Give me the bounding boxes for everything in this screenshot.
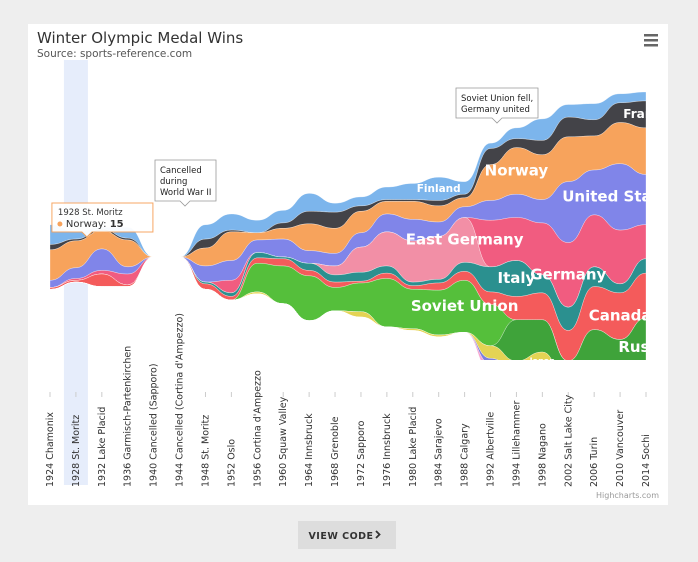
annotation-text: during — [160, 177, 187, 187]
tooltip-number: 15 — [110, 219, 124, 230]
x-tick-label: 1968 Grenoble — [330, 416, 341, 487]
series-label: Italy — [498, 269, 536, 287]
series-label: Japan — [529, 357, 556, 366]
x-tick-label: 1984 Sarajevo — [434, 418, 445, 487]
stream — [49, 256, 485, 360]
tooltip-series: Norway — [66, 219, 104, 230]
series-label: Soviet Union — [411, 297, 519, 315]
annotation-box — [154, 159, 217, 207]
annotation-text: World War II — [160, 188, 211, 198]
chart-title: Winter Olympic Medal Wins — [37, 29, 243, 47]
annotation-text: Cancelled — [160, 166, 202, 176]
x-tick-label: 1980 Lake Placid — [408, 407, 419, 487]
tooltip-value: Norway: 15 — [66, 219, 124, 230]
series-label: Finland — [417, 183, 461, 195]
x-tick-label: 1952 Oslo — [226, 439, 237, 487]
x-tick-label: 1976 Innsbruck — [382, 413, 393, 487]
x-tick-label: 2014 Sochi — [641, 434, 652, 487]
plot-area: Finland France Norway United States Germany E… — [49, 91, 678, 366]
tooltip-category: 1928 St. Moritz — [58, 208, 123, 218]
x-tick-label: 1924 Chamonix — [45, 412, 56, 487]
x-tick-label: 1994 Lillehammer — [511, 401, 522, 487]
x-tick-label: 1972 Sapporo — [356, 420, 367, 487]
annotation-text: Germany united — [461, 105, 530, 115]
x-tick-label: 2006 Turin — [589, 437, 600, 487]
x-tick-label: 1936 Garmisch-Partenkirchen — [123, 346, 134, 487]
series-label: France — [623, 107, 669, 121]
button-label: VIEW CODE — [308, 531, 373, 542]
x-tick-label: 1956 Cortina d'Ampezzo — [252, 370, 263, 487]
chart-subtitle: Source: sports-reference.com — [37, 48, 192, 60]
series-label: East Germany — [406, 230, 524, 248]
x-tick-label: 1944 Cancelled (Cortina d'Ampezzo) — [175, 313, 186, 487]
series-label: Norway — [485, 161, 549, 179]
credits[interactable]: Highcharts.com — [596, 491, 659, 500]
tooltip-box — [51, 202, 154, 238]
annotation-box — [455, 87, 539, 124]
x-tick-label: 1932 Lake Placid — [97, 407, 108, 487]
x-tick-label: 1988 Calgary — [460, 423, 471, 487]
series-label: Canada — [589, 307, 652, 325]
x-tick-label: 1998 Nagano — [537, 423, 548, 487]
series-label: Germany — [530, 265, 606, 283]
x-tick-label: 1992 Albertville — [486, 412, 497, 487]
tooltip-sep: : — [103, 219, 110, 230]
x-tick-label: 2002 Salt Lake City — [563, 394, 574, 487]
x-tick-label: 2010 Vancouver — [615, 410, 626, 487]
series-label: United States — [562, 187, 678, 205]
menu-button[interactable] — [644, 34, 658, 47]
series-label: Russia — [618, 338, 673, 356]
view-code-button[interactable]: VIEW CODE — [298, 521, 396, 549]
annotation-text: Soviet Union fell, — [461, 94, 533, 104]
x-tick-label: 1960 Squaw Valley — [278, 396, 289, 487]
x-tick-label: 1928 St. Moritz — [71, 415, 82, 487]
x-tick-label: 1948 St. Moritz — [200, 415, 211, 487]
x-tick-label: 1964 Innsbruck — [304, 413, 315, 487]
x-axis: 1924 Chamonix 1928 St. Moritz 1932 Lake Pl… — [45, 313, 652, 487]
x-tick-label: 1940 Cancelled (Sapporo) — [149, 363, 160, 487]
tooltip-marker — [57, 221, 63, 227]
